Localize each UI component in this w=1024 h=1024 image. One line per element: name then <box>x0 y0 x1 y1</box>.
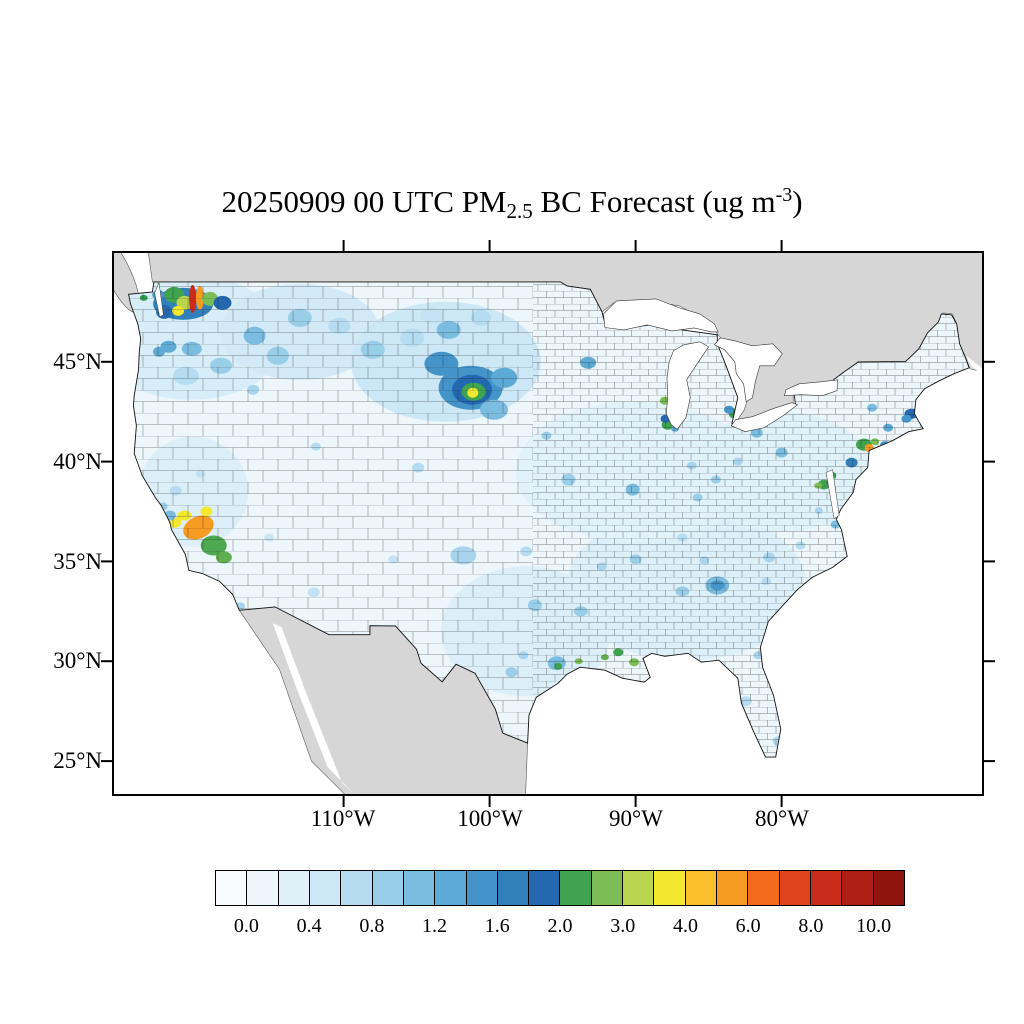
colorbar-tick-label: 1.6 <box>484 915 510 937</box>
lat-tick-label: 35°N <box>53 549 102 574</box>
colorbar-segment <box>623 871 655 905</box>
puget-sound <box>154 281 164 318</box>
colorbar: 0.0 0.4 0.8 1.2 1.6 2.0 3.0 4.0 6.0 8.0 … <box>215 870 905 941</box>
map-content-layer <box>113 252 983 795</box>
colorbar-segment <box>779 871 811 905</box>
colorbar-segment <box>842 871 874 905</box>
colorbar-segment <box>497 871 530 905</box>
lake-ontario <box>784 379 839 397</box>
colorbar-tick-labels: 0.0 0.4 0.8 1.2 1.6 2.0 3.0 4.0 6.0 8.0 … <box>215 915 905 941</box>
colorbar-segment <box>216 871 248 905</box>
map-frame <box>112 251 984 796</box>
colorbar-tick-label: 6.0 <box>735 915 761 937</box>
colorbar-segment <box>403 871 436 905</box>
gulf-of-california <box>272 623 356 795</box>
colorbar-segment <box>748 871 780 905</box>
title-middle: BC Forecast (ug m <box>532 184 776 219</box>
colorbar-segment <box>435 871 467 905</box>
lon-tick-label: 100°W <box>457 806 523 831</box>
lake-superior <box>603 298 719 333</box>
colorbar-segment <box>810 871 843 905</box>
colorbar-segment <box>591 871 624 905</box>
colorbar-tick-label: 0.0 <box>233 915 259 937</box>
lat-tick-label: 30°N <box>53 648 102 673</box>
colorbar-segment <box>278 871 310 905</box>
colorbar-segment <box>341 871 373 905</box>
colorbar-tick-label: 2.0 <box>547 915 573 937</box>
bay-of-fundy <box>966 355 983 376</box>
title-suffix: ) <box>792 184 803 219</box>
colorbar-tick-label: 4.0 <box>672 915 698 937</box>
title-subscript: 2.5 <box>506 199 533 223</box>
colorbar-tick-label: 1.2 <box>422 915 448 937</box>
colorbar-tick-label: 10.0 <box>856 915 892 937</box>
lat-tick-label: 45°N <box>53 349 102 374</box>
lat-tick-label: 25°N <box>53 748 102 773</box>
colorbar-segment <box>372 871 404 905</box>
colorbar-segment <box>529 871 561 905</box>
colorbar-tick-label: 0.4 <box>296 915 322 937</box>
colorbar-segment <box>873 871 904 905</box>
title-prefix: 20250909 00 UTC PM <box>221 184 507 219</box>
lon-tick-label: 90°W <box>609 806 663 831</box>
axis-tick-marks <box>101 240 995 807</box>
colorbar-segment <box>717 871 749 905</box>
colorbar-segment <box>654 871 686 905</box>
lon-tick-label: 80°W <box>755 806 809 831</box>
lake-huron <box>713 337 783 403</box>
colorbar-segments <box>215 870 905 906</box>
lake-michigan <box>665 341 710 430</box>
chart-title: 20250909 00 UTC PM2.5 BC Forecast (ug m-… <box>0 184 1024 224</box>
colorbar-tick-label: 8.0 <box>798 915 824 937</box>
lake-erie <box>730 402 799 433</box>
colorbar-segment <box>247 871 279 905</box>
lon-tick-label: 110°W <box>310 806 376 831</box>
colorbar-tick-label: 0.8 <box>359 915 385 937</box>
colorbar-segment <box>309 871 342 905</box>
colorbar-segment <box>560 871 592 905</box>
title-superscript: -3 <box>775 184 793 206</box>
lat-tick-label: 40°N <box>53 449 102 474</box>
us-outline <box>128 281 970 758</box>
colorbar-tick-label: 3.0 <box>610 915 636 937</box>
colorbar-segment <box>685 871 717 905</box>
chesapeake-bay <box>825 469 840 519</box>
colorbar-segment <box>466 871 498 905</box>
